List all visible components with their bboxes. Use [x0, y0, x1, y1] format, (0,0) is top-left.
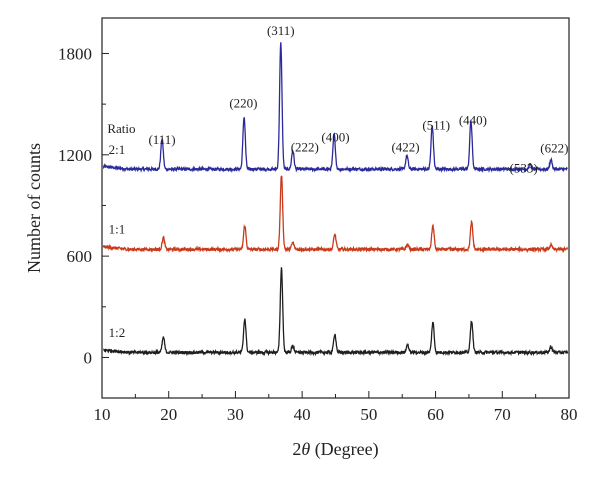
peak-annotation: (220): [229, 96, 257, 111]
y-tick-label: 1800: [58, 44, 92, 63]
y-tick-label: 1200: [58, 146, 92, 165]
x-axis-title-symbol: θ: [301, 439, 310, 459]
peak-annotation: (440): [459, 112, 487, 127]
x-axis-title: 2θ (Degree): [292, 439, 378, 460]
peak-annotation: (400): [321, 129, 349, 144]
peak-annotation: (533): [510, 161, 538, 176]
peak-annotation: (622): [540, 140, 568, 155]
x-tick-label: 40: [294, 405, 311, 424]
series-line-1-2: [103, 267, 569, 357]
peak-annotation: (511): [422, 117, 450, 132]
peak-annotation: (422): [391, 139, 419, 154]
x-tick-label: 10: [94, 405, 111, 424]
series-line-1-1: [102, 175, 569, 254]
series-label: 1:2: [109, 325, 126, 340]
x-tick-label: 20: [160, 405, 177, 424]
x-axis-title-prefix: 2: [292, 439, 301, 459]
y-tick-label: 600: [67, 247, 93, 266]
x-tick-label: 50: [360, 405, 377, 424]
x-tick-label: 30: [227, 405, 244, 424]
series-line-2-1: [102, 42, 568, 174]
peak-annotation: (222): [291, 139, 319, 154]
x-tick-label: 70: [494, 405, 511, 424]
legend-title: Ratio: [107, 121, 135, 136]
peak-annotation: (311): [267, 23, 295, 38]
series-label: 2:1: [109, 142, 126, 157]
series-layer: 2:1 1:1 1:2: [102, 42, 569, 357]
tick-layer: 10 20 30 40 50 60 70 80 0 600 1200 1800: [58, 44, 578, 424]
x-axis-title-suffix: (Degree): [310, 439, 378, 460]
peak-annotation: (111): [148, 132, 175, 147]
y-axis-title: Number of counts: [24, 143, 44, 273]
y-tick-label: 0: [84, 348, 93, 367]
x-tick-label: 80: [561, 405, 578, 424]
x-tick-label: 60: [427, 405, 444, 424]
annotation-layer: (111) (220) (311) (222)(400) (422)(511) (440)…: [148, 23, 568, 176]
series-label: 1:1: [109, 221, 126, 236]
